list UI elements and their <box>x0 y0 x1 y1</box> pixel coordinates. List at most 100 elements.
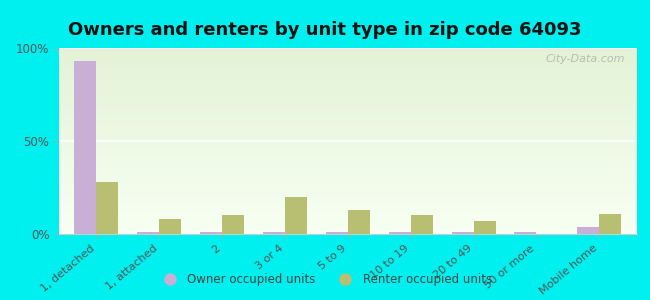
Bar <box>58 225 637 226</box>
Bar <box>159 219 181 234</box>
Bar <box>222 215 244 234</box>
Bar <box>58 226 637 228</box>
Bar <box>58 128 637 130</box>
Bar <box>58 195 637 197</box>
Bar <box>58 206 637 208</box>
Bar <box>58 219 637 221</box>
Bar <box>473 221 495 234</box>
Bar <box>58 113 637 115</box>
Bar <box>58 93 637 94</box>
Bar <box>58 74 637 76</box>
Bar <box>200 232 222 234</box>
Bar <box>58 212 637 214</box>
Bar <box>58 89 637 91</box>
Bar <box>58 210 637 212</box>
Bar <box>58 85 637 87</box>
Bar <box>58 124 637 126</box>
Bar <box>58 215 637 217</box>
Bar <box>58 122 637 124</box>
Bar <box>58 160 637 161</box>
Bar <box>58 189 637 191</box>
Bar <box>58 65 637 67</box>
Bar <box>58 228 637 230</box>
Bar <box>58 68 637 70</box>
Bar <box>58 161 637 163</box>
Bar <box>514 232 536 234</box>
Text: City-Data.com: City-Data.com <box>546 54 625 64</box>
Bar <box>58 57 637 59</box>
Bar <box>285 197 307 234</box>
Bar <box>577 226 599 234</box>
Bar <box>58 106 637 107</box>
Bar <box>58 59 637 61</box>
Bar <box>58 180 637 182</box>
Bar <box>58 221 637 223</box>
Bar <box>58 98 637 100</box>
Bar <box>58 169 637 171</box>
Bar <box>58 135 637 137</box>
Bar <box>58 214 637 215</box>
Bar <box>389 232 411 234</box>
Bar <box>58 188 637 189</box>
Bar <box>58 223 637 225</box>
Bar <box>58 172 637 175</box>
Bar <box>599 214 621 234</box>
Bar <box>58 167 637 169</box>
Bar <box>58 148 637 150</box>
Bar <box>58 104 637 106</box>
Bar <box>348 210 370 234</box>
Bar <box>58 117 637 119</box>
Bar <box>58 63 637 65</box>
Bar <box>58 191 637 193</box>
Bar <box>58 119 637 121</box>
Bar <box>58 87 637 89</box>
Bar <box>58 110 637 111</box>
Bar <box>58 217 637 219</box>
Bar <box>58 143 637 145</box>
Bar <box>58 230 637 232</box>
Bar <box>58 184 637 186</box>
Bar <box>58 139 637 141</box>
Legend: Owner occupied units, Renter occupied units: Owner occupied units, Renter occupied un… <box>153 269 497 291</box>
Bar <box>58 61 637 63</box>
Bar <box>58 147 637 148</box>
Bar <box>58 137 637 139</box>
Bar <box>58 200 637 202</box>
Bar <box>58 115 637 117</box>
Bar <box>58 193 637 195</box>
Bar <box>58 121 637 122</box>
Bar <box>58 76 637 78</box>
Text: Owners and renters by unit type in zip code 64093: Owners and renters by unit type in zip c… <box>68 21 582 39</box>
Bar <box>58 96 637 98</box>
Bar <box>58 171 637 172</box>
Bar <box>74 61 96 234</box>
Bar <box>58 165 637 167</box>
Bar <box>58 94 637 96</box>
Bar <box>58 197 637 199</box>
Bar <box>58 126 637 128</box>
Bar <box>58 178 637 180</box>
Bar <box>58 80 637 82</box>
Bar <box>58 100 637 102</box>
Bar <box>58 141 637 143</box>
Bar <box>58 67 637 68</box>
Bar <box>58 56 637 57</box>
Bar <box>326 232 348 234</box>
Bar <box>58 154 637 156</box>
Bar <box>58 83 637 85</box>
Bar <box>58 102 637 104</box>
Bar <box>58 54 637 56</box>
Bar <box>58 150 637 152</box>
Bar <box>58 91 637 93</box>
Bar <box>58 182 637 184</box>
Bar <box>58 130 637 132</box>
Bar <box>411 215 433 234</box>
Bar <box>58 175 637 176</box>
Bar <box>58 163 637 165</box>
Bar <box>58 52 637 54</box>
Bar <box>58 132 637 134</box>
Bar <box>58 156 637 158</box>
Bar <box>263 232 285 234</box>
Bar <box>58 232 637 234</box>
Bar <box>58 199 637 200</box>
